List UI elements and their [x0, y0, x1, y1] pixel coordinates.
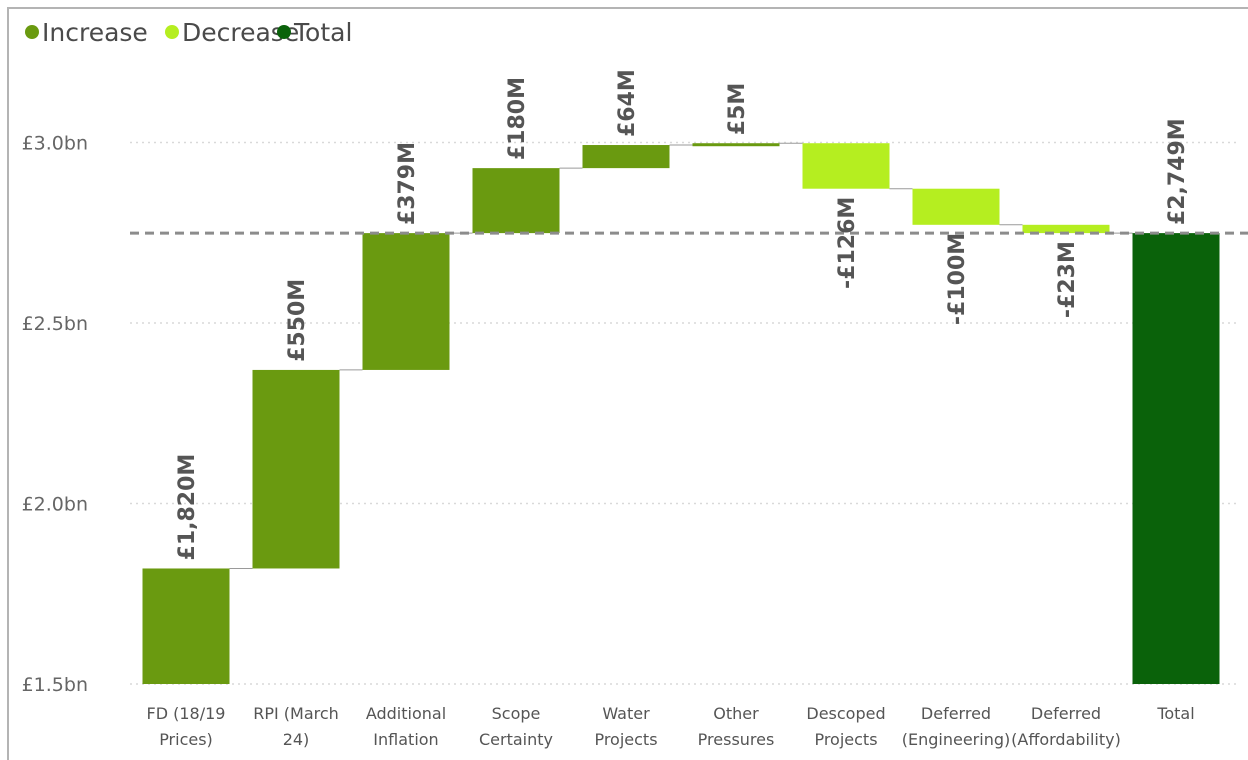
- legend-marker-total: [277, 25, 291, 39]
- data-label: £2,749M: [1165, 118, 1190, 225]
- x-tick-label: Deferred (Engineering): [902, 704, 1010, 749]
- data-label: £5M: [725, 83, 750, 136]
- x-tick-label: Scope Certainty: [479, 704, 553, 749]
- y-tick-label: £2.5bn: [22, 313, 88, 335]
- bar-increase: [582, 145, 670, 169]
- x-tick-label: Other Pressures: [698, 704, 775, 749]
- bar-decrease: [1022, 224, 1110, 234]
- data-labels: £1,820M £550M £379M £180M £64M £5M -£126M -£100…: [175, 69, 1190, 560]
- legend-marker-increase: [25, 25, 39, 39]
- data-label: -£100M: [945, 233, 970, 325]
- x-tick-label: Descoped Projects: [806, 704, 885, 749]
- bar-decrease: [802, 143, 890, 189]
- legend-label-increase: Increase: [42, 18, 148, 47]
- data-label: £1,820M: [175, 454, 200, 561]
- x-tick-label: Total: [1156, 704, 1194, 723]
- y-tick-label: £2.0bn: [22, 494, 88, 516]
- bar-increase: [692, 143, 780, 147]
- x-axis-ticks: FD (18/19 Prices) RPI (March 24) Additional I…: [147, 704, 1195, 749]
- data-label: -£23M: [1055, 241, 1080, 318]
- data-label: £379M: [395, 142, 420, 225]
- bar-increase: [472, 168, 560, 234]
- legend-label-total: Total: [293, 18, 352, 47]
- x-tick-label: FD (18/19 Prices): [147, 704, 226, 749]
- data-label: -£126M: [835, 197, 860, 289]
- chart-frame: [7, 7, 1248, 760]
- x-tick-label: Additional Inflation: [366, 704, 446, 749]
- y-tick-label: £3.0bn: [22, 133, 88, 155]
- gridlines: [130, 141, 1240, 685]
- legend-marker-decrease: [165, 25, 179, 39]
- data-label: £64M: [615, 69, 640, 137]
- bar-decrease: [912, 188, 1000, 225]
- y-tick-label: £1.5bn: [22, 674, 88, 696]
- data-label: £180M: [505, 77, 530, 160]
- bar-total: [1132, 233, 1220, 684]
- data-label: £550M: [285, 279, 310, 362]
- x-tick-label: Water Projects: [594, 704, 657, 749]
- x-tick-label: RPI (March 24): [253, 704, 339, 749]
- x-tick-label: Deferred (Affordability): [1011, 704, 1121, 749]
- bar-increase: [142, 568, 230, 684]
- y-axis-ticks: £1.5bn £2.0bn £2.5bn £3.0bn: [22, 133, 88, 697]
- bars: [142, 143, 1220, 684]
- bar-increase: [362, 233, 450, 370]
- bar-increase: [252, 369, 340, 569]
